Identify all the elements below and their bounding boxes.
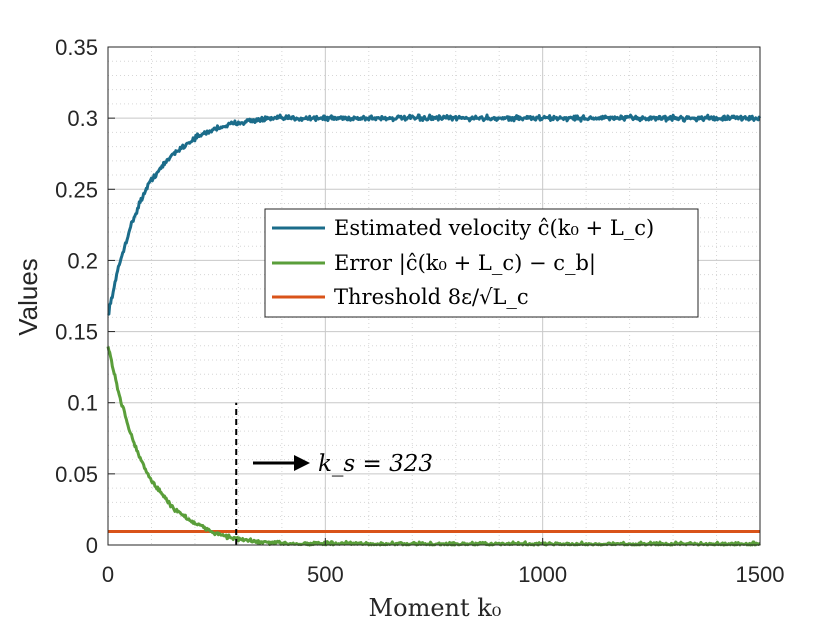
annotation-arrow-head (294, 455, 310, 471)
legend-label-velocity: Estimated velocity ĉ(k₀ + L_c) (334, 216, 654, 240)
series-layer (106, 113, 762, 547)
ticks-layer (107, 46, 761, 546)
x-tick-labels: 0 500 1000 1500 (102, 562, 785, 587)
y-tick-label: 0.35 (55, 35, 98, 60)
series-line-estimated-velocity (107, 113, 762, 316)
x-tick-label: 500 (307, 562, 344, 587)
x-axis-label: Moment k₀ (369, 594, 502, 622)
x-axis-label-text: Moment k₀ (369, 594, 502, 622)
ks-annotation: k_s = 323 (253, 451, 433, 477)
y-tick-labels: 0 0.05 0.1 0.15 0.2 0.25 0.3 0.35 (55, 35, 98, 558)
series-line-error (106, 346, 761, 547)
y-axis-label: Values (13, 258, 43, 336)
plot-frame (107, 46, 761, 546)
y-tick-label: 0.15 (55, 320, 98, 345)
x-tick-label: 1000 (518, 562, 567, 587)
y-tick-label: 0.3 (67, 106, 98, 131)
y-tick-label: 0.25 (55, 177, 98, 202)
y-tick-label: 0 (86, 533, 98, 558)
legend-label-threshold: Threshold 8ε/√L_c (334, 285, 529, 309)
legend: Estimated velocity ĉ(k₀ + L_c) Error |ĉ(… (264, 208, 699, 318)
x-tick-label: 0 (102, 562, 114, 587)
annotation-ks-text: k_s = 323 (318, 451, 433, 477)
y-tick-label: 0.2 (67, 248, 98, 273)
x-tick-label: 1500 (736, 562, 785, 587)
y-tick-label: 0.05 (55, 462, 98, 487)
y-tick-label: 0.1 (67, 391, 98, 416)
legend-label-error: Error |ĉ(k₀ + L_c) − c_b| (334, 251, 596, 276)
legend-box (264, 208, 699, 318)
